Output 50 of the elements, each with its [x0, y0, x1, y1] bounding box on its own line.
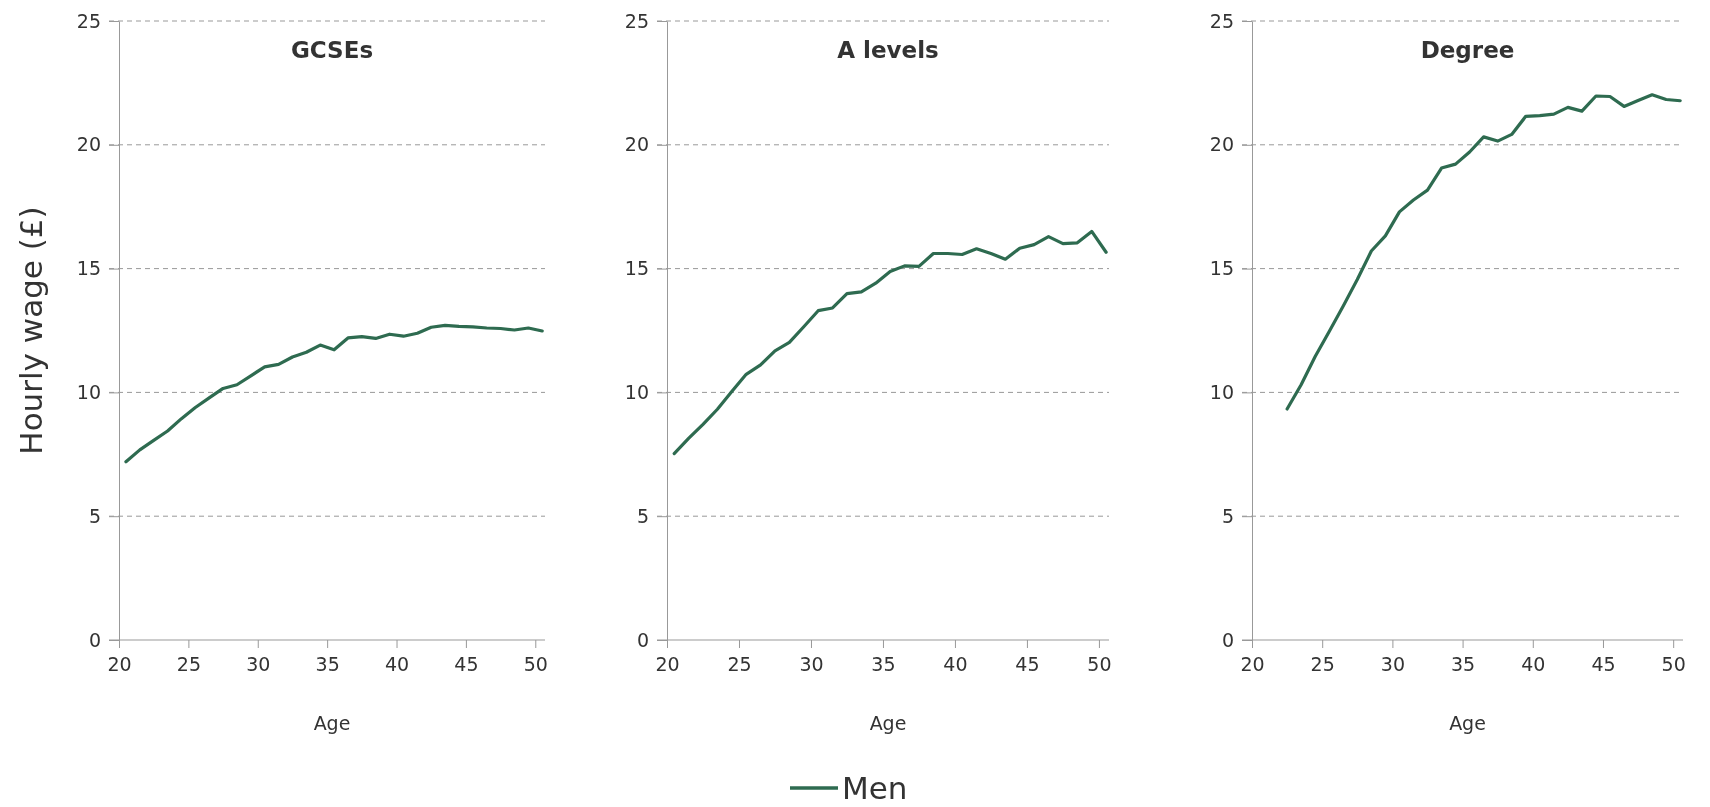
- y-tick-label: 10: [76, 380, 101, 403]
- y-tick-label: 0: [1221, 628, 1234, 651]
- x-tick-label: 35: [871, 653, 896, 676]
- y-tick-label: 5: [1221, 504, 1234, 527]
- x-tick-label: 30: [799, 653, 824, 676]
- x-axis-title: Age: [1449, 712, 1486, 734]
- x-tick-label: 20: [1240, 653, 1265, 676]
- x-tick-label: 45: [454, 653, 479, 676]
- y-tick-label: 15: [624, 257, 649, 280]
- x-tick-label: 25: [176, 653, 201, 676]
- x-tick-label: 50: [1661, 653, 1686, 676]
- x-tick-label: 45: [1591, 653, 1616, 676]
- y-tick-label: 25: [1209, 9, 1234, 32]
- y-tick-label: 15: [76, 257, 101, 280]
- y-tick-label: 25: [76, 9, 101, 32]
- y-tick-label: 0: [88, 628, 101, 651]
- y-tick-label: 20: [624, 133, 649, 156]
- y-axis-title: Hourly wage (£): [13, 206, 49, 455]
- text: A levels: [837, 37, 939, 63]
- x-tick-label: 40: [943, 653, 968, 676]
- line-series: [672, 229, 1108, 456]
- x-tick-label: 35: [1450, 653, 1476, 676]
- x-tick-label: 25: [1310, 653, 1335, 676]
- x-tick-label: 40: [384, 653, 410, 676]
- y-tick-label: 5: [88, 504, 101, 527]
- text: GCSEs: [290, 37, 374, 63]
- x-tick-label: 50: [1087, 653, 1112, 676]
- y-tick-label: 20: [76, 133, 101, 156]
- x-tick-label: 35: [315, 653, 340, 676]
- x-axis-title: Age: [869, 712, 907, 734]
- text: Degree: [1420, 37, 1515, 63]
- line-series: [1285, 93, 1682, 411]
- y-tick-label: 20: [1209, 133, 1234, 156]
- x-tick-label: 40: [1521, 653, 1546, 676]
- x-tick-label: 30: [246, 653, 271, 676]
- x-tick-label: 30: [1380, 653, 1405, 676]
- y-tick-label: 15: [1209, 257, 1234, 280]
- x-tick-label: 25: [727, 653, 752, 676]
- x-axis-title: Age: [313, 712, 351, 734]
- y-tick-label: 0: [636, 628, 649, 651]
- y-tick-label: 25: [624, 9, 649, 32]
- legend-label: Men: [842, 770, 908, 806]
- x-tick-label: 50: [523, 653, 548, 676]
- y-tick-label: 5: [636, 504, 649, 527]
- x-tick-label: 45: [1015, 653, 1040, 676]
- y-tick-label: 10: [624, 380, 649, 403]
- y-tick-label: 10: [1209, 380, 1234, 403]
- x-tick-label: 20: [655, 653, 680, 676]
- x-tick-label: 20: [107, 653, 132, 676]
- line-series: [124, 323, 544, 464]
